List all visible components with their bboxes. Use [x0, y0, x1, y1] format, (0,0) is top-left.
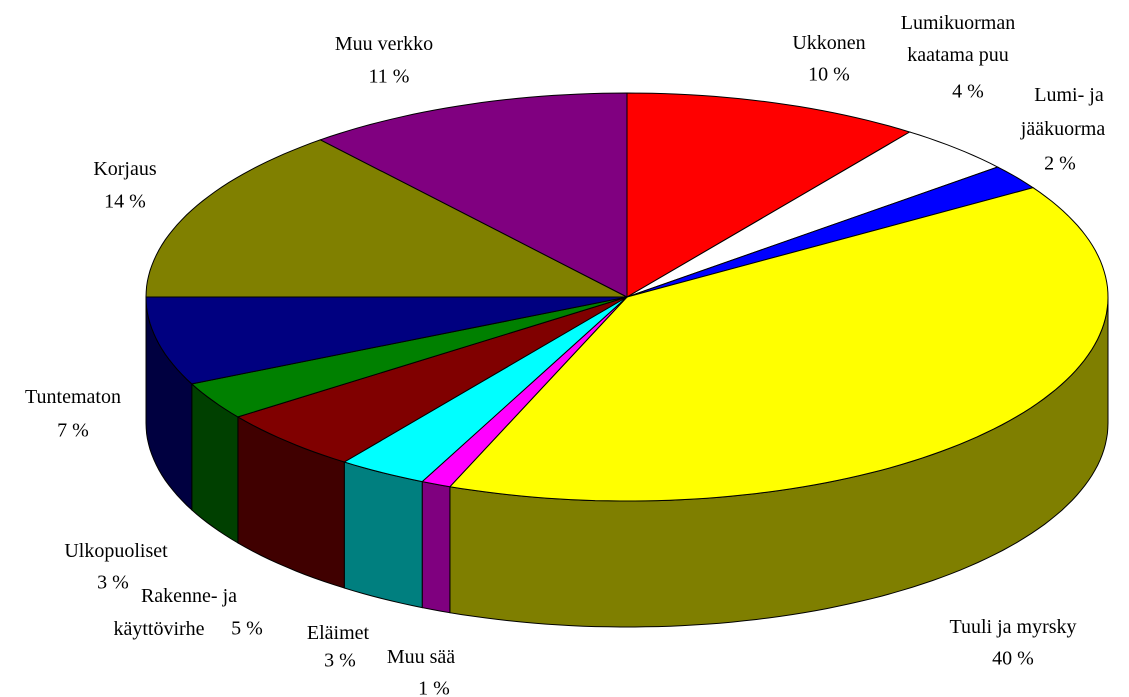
label-line: jääkuorma: [1020, 118, 1106, 140]
slice-side: [421, 480, 451, 614]
label-line: Lumi- ja: [1034, 84, 1104, 106]
value-label: 3 %: [324, 650, 356, 672]
label-line: käyttövirhe: [113, 618, 204, 640]
value-label: 5 %: [231, 618, 263, 640]
slice: [236, 296, 628, 463]
slice: [319, 92, 628, 298]
label-line: Tuuli ja myrsky: [949, 616, 1076, 638]
slice-label: Lumikuorman kaatama puu: [901, 12, 1015, 66]
label-line: Ulkopuoliset: [64, 540, 168, 562]
label-line: Muu verkko: [335, 33, 433, 55]
slice-label: Eläimet: [307, 622, 370, 644]
slice: [343, 296, 628, 483]
slice: [145, 139, 628, 298]
slice-label: Korjaus: [93, 158, 157, 180]
label-line: Muu sää: [387, 646, 455, 668]
slice-label: Tuuli ja myrsky: [949, 616, 1076, 638]
slice-label: Ukkonen: [792, 32, 865, 54]
label-line: Ukkonen: [792, 32, 865, 54]
slice-label: Lumi- ja jääkuorma: [1020, 84, 1106, 140]
value-label: 11 %: [369, 66, 410, 88]
slice-label: Muu sää: [387, 646, 455, 668]
value-label: 14 %: [104, 191, 146, 213]
slice-side: [343, 461, 423, 609]
slice-label: Ulkopuoliset: [64, 540, 168, 562]
value-label: 7 %: [57, 420, 89, 442]
value-label: 1 %: [418, 678, 450, 697]
value-label: 2 %: [1044, 153, 1076, 175]
label-line: Rakenne- ja: [141, 585, 237, 607]
slice-label: Tuntematon: [25, 386, 121, 408]
slice: [448, 187, 1109, 502]
slice-label: Rakenne- ja käyttövirhe: [113, 585, 237, 640]
label-line: Lumikuorman: [901, 12, 1015, 34]
slice: [626, 131, 999, 298]
label-line: kaatama puu: [907, 44, 1009, 66]
value-label: 3 %: [97, 572, 129, 594]
slice-label: Muu verkko: [335, 33, 433, 55]
slice: [626, 166, 1035, 298]
slice: [145, 296, 628, 385]
label-line: Korjaus: [93, 158, 157, 180]
label-line: Eläimet: [307, 622, 370, 644]
slice: [626, 92, 911, 298]
slice: [190, 296, 628, 418]
label-line: Tuntematon: [25, 386, 121, 408]
value-label: 4 %: [952, 81, 984, 103]
value-label: 10 %: [808, 64, 850, 86]
value-label: 40 %: [992, 648, 1034, 670]
